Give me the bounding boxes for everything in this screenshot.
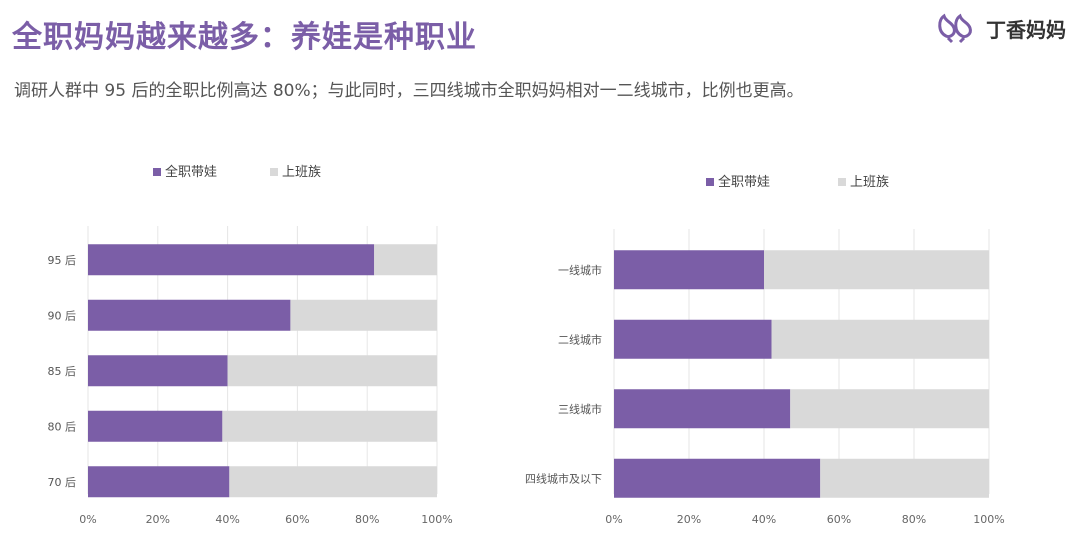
category-label: 70 后 (48, 476, 77, 489)
x-tick-label: 100% (421, 513, 452, 526)
x-tick-label: 100% (973, 513, 1004, 526)
legend-swatch (838, 178, 846, 186)
legend-label: 全职带娃 (165, 164, 217, 180)
category-label: 85 后 (48, 365, 77, 378)
bar-fulltime (88, 355, 228, 387)
bar-working (229, 466, 437, 498)
category-label: 90 后 (48, 309, 77, 322)
bar-fulltime (614, 250, 764, 290)
bar-fulltime (88, 410, 223, 442)
legend-label: 上班族 (282, 164, 321, 180)
page-title: 全职妈妈越来越多：养娃是种职业 (12, 20, 477, 55)
bar-fulltime (88, 244, 375, 276)
brand-logo: 丁香妈妈 (936, 12, 1066, 44)
x-tick-label: 80% (902, 513, 926, 526)
bar-working (764, 250, 989, 290)
bar-fulltime (88, 299, 291, 331)
x-tick-label: 20% (677, 513, 701, 526)
x-tick-label: 80% (355, 513, 379, 526)
page-subtitle: 调研人群中 95 后的全职比例高达 80%；与此同时，三四线城市全职妈妈相对一二… (14, 81, 804, 101)
x-tick-label: 20% (146, 513, 170, 526)
flower-icon (938, 13, 972, 44)
bar-working (222, 410, 437, 442)
category-label: 95 后 (48, 254, 77, 267)
legend-label: 上班族 (850, 174, 889, 190)
legend-label: 全职带娃 (718, 174, 770, 190)
x-tick-label: 0% (605, 513, 622, 526)
x-tick-label: 60% (827, 513, 851, 526)
bar-working (771, 319, 989, 359)
x-tick-label: 40% (215, 513, 239, 526)
bar-fulltime (614, 319, 772, 359)
category-label: 一线城市 (558, 263, 602, 277)
bar-working (227, 355, 437, 387)
legend-swatch (706, 178, 714, 186)
logo-text: 丁香妈妈 (986, 17, 1066, 42)
bar-working (290, 299, 437, 331)
legend-swatch (270, 168, 278, 176)
x-tick-label: 0% (79, 513, 96, 526)
x-tick-label: 60% (285, 513, 309, 526)
bar-working (374, 244, 437, 276)
bar-fulltime (88, 466, 230, 498)
bar-fulltime (614, 389, 791, 429)
category-label: 二线城市 (558, 332, 602, 346)
bar-working (790, 389, 989, 429)
bar-working (820, 458, 989, 498)
category-label: 三线城市 (558, 402, 602, 416)
x-tick-label: 40% (752, 513, 776, 526)
category-label: 80 后 (48, 420, 77, 433)
bar-fulltime (614, 458, 821, 498)
category-label: 四线城市及以下 (525, 471, 602, 485)
legend-swatch (153, 168, 161, 176)
